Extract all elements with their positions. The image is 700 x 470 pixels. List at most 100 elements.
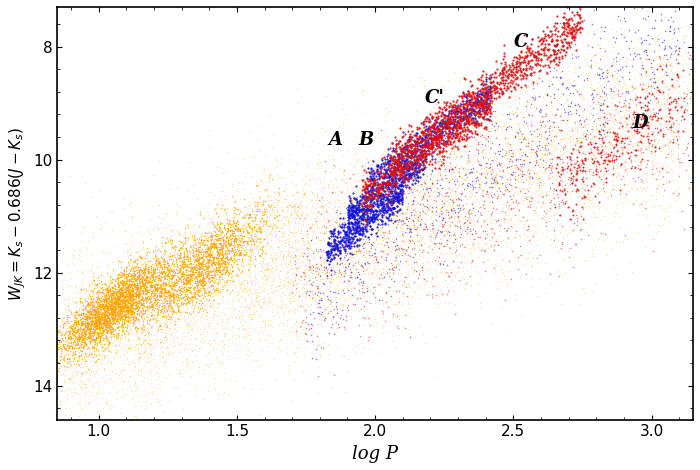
Point [176, 282, 187, 290]
Point [393, 207, 404, 215]
Point [178, 257, 190, 265]
Point [671, 43, 682, 50]
Point [108, 287, 119, 294]
Point [284, 207, 295, 214]
Point [636, 99, 648, 107]
Point [140, 290, 151, 298]
Point [435, 161, 446, 169]
Point [220, 236, 231, 244]
Point [122, 247, 134, 255]
Point [171, 227, 182, 235]
Point [618, 180, 629, 188]
Point [436, 228, 447, 235]
Point [407, 153, 418, 161]
Point [566, 149, 577, 157]
Point [572, 139, 583, 147]
Point [395, 145, 407, 152]
Point [99, 326, 110, 334]
Point [318, 257, 329, 265]
Point [504, 78, 515, 86]
Point [79, 322, 90, 329]
Point [370, 195, 382, 203]
Point [140, 347, 151, 354]
Point [384, 241, 395, 249]
Point [517, 65, 528, 73]
Point [381, 167, 392, 174]
Point [402, 298, 414, 306]
Point [113, 295, 124, 303]
Point [205, 244, 216, 252]
Point [113, 346, 124, 353]
Point [442, 119, 453, 126]
Point [106, 324, 117, 331]
Point [73, 381, 84, 388]
Point [203, 268, 214, 275]
Point [380, 298, 391, 306]
Point [366, 211, 377, 218]
Point [108, 302, 120, 309]
Point [66, 308, 77, 316]
Point [536, 67, 547, 75]
Point [378, 198, 389, 205]
Point [298, 303, 309, 310]
Point [242, 266, 253, 273]
Point [509, 234, 520, 241]
Point [426, 209, 438, 216]
Point [379, 317, 390, 325]
Point [386, 264, 398, 272]
Point [645, 137, 657, 144]
Point [212, 260, 223, 267]
Point [132, 274, 144, 282]
Point [141, 272, 153, 280]
Point [556, 178, 568, 185]
Point [250, 252, 261, 259]
Point [77, 327, 88, 335]
Point [368, 199, 379, 207]
Point [456, 124, 467, 132]
Point [374, 200, 386, 208]
Point [109, 311, 120, 319]
Point [321, 253, 332, 260]
Point [190, 277, 201, 284]
Point [284, 286, 295, 293]
Point [582, 188, 593, 196]
Point [545, 281, 557, 288]
Point [451, 123, 462, 130]
Point [523, 222, 534, 230]
Point [100, 317, 111, 325]
Point [516, 64, 527, 71]
Point [106, 334, 117, 341]
Point [499, 180, 510, 188]
Point [508, 152, 519, 160]
Point [477, 146, 489, 153]
Point [398, 293, 409, 301]
Point [69, 316, 80, 323]
Point [559, 149, 570, 156]
Point [447, 126, 458, 133]
Point [219, 243, 230, 251]
Point [413, 141, 424, 149]
Point [432, 132, 443, 140]
Point [386, 163, 397, 171]
Point [382, 268, 393, 275]
Point [336, 241, 347, 248]
Point [510, 132, 522, 139]
Point [149, 298, 160, 306]
Point [562, 182, 573, 190]
Point [181, 236, 192, 244]
Point [316, 272, 327, 280]
Point [454, 149, 465, 157]
Point [154, 323, 165, 330]
Point [449, 215, 460, 223]
Point [104, 298, 116, 305]
Point [370, 189, 381, 197]
Point [85, 325, 96, 333]
Point [351, 197, 363, 204]
Point [382, 196, 393, 204]
Point [344, 196, 355, 204]
Point [666, 114, 678, 121]
Point [365, 190, 376, 197]
Point [368, 193, 379, 200]
Point [99, 314, 111, 321]
Point [404, 164, 415, 172]
